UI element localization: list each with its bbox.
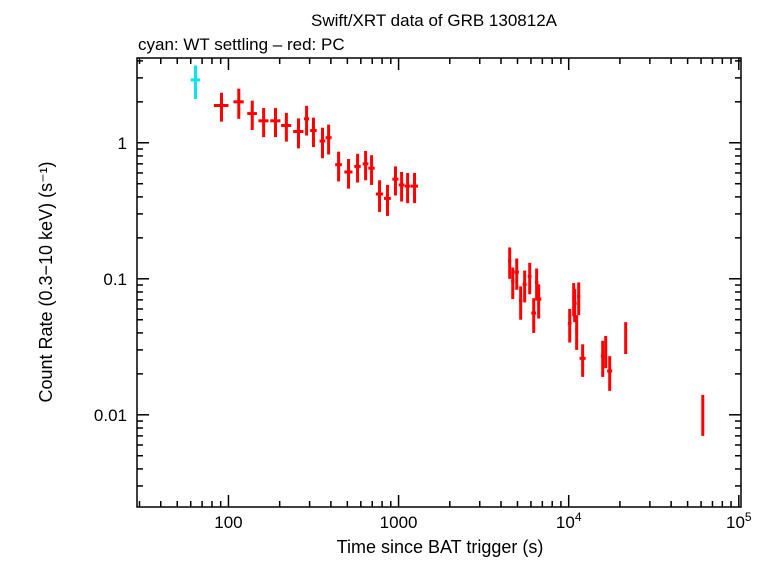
data-point [514, 258, 519, 290]
data-point [281, 112, 292, 142]
x-tick-label-exponent: 4 [575, 510, 582, 524]
data-point [362, 150, 369, 181]
data-point [258, 108, 269, 138]
data-point [534, 268, 539, 301]
y-tick-label: 0.01 [94, 406, 127, 425]
x-tick-label: 100 [214, 513, 242, 532]
x-tick-label-exponent: 5 [745, 510, 752, 524]
data-point [577, 282, 581, 316]
data-point [701, 394, 705, 436]
data-point [607, 356, 613, 391]
x-tick-label: 105 [726, 510, 752, 532]
x-tick-label: 104 [556, 510, 582, 532]
data-point [398, 171, 405, 202]
data-points [190, 65, 705, 436]
data-point [600, 340, 605, 377]
data-point [293, 118, 304, 149]
data-point [527, 262, 532, 295]
data-point [319, 127, 326, 159]
data-point [368, 155, 375, 185]
data-point [410, 172, 419, 204]
x-axis-label: Time since BAT trigger (s) [337, 537, 544, 557]
data-point [404, 172, 411, 204]
data-point [572, 289, 577, 323]
data-point [535, 284, 542, 319]
data-point [567, 308, 572, 343]
data-point [344, 158, 353, 189]
data-point [325, 124, 332, 155]
y-tick-label: 0.1 [103, 270, 127, 289]
x-tick-label-base: 10 [726, 513, 745, 532]
data-point [624, 322, 628, 354]
data-point [392, 166, 399, 196]
data-point [354, 153, 361, 183]
data-point [335, 151, 342, 182]
data-point [375, 180, 384, 212]
data-point [213, 92, 229, 122]
data-point [233, 88, 244, 119]
data-point [270, 108, 281, 138]
data-point [579, 344, 586, 377]
x-tick-label-base: 10 [556, 513, 575, 532]
data-point [522, 270, 527, 303]
data-point [247, 100, 257, 131]
y-tick-label: 1 [118, 134, 127, 153]
data-point [303, 105, 310, 136]
x-tick-label-base: 100 [214, 513, 242, 532]
data-point [604, 335, 608, 369]
data-point [190, 65, 200, 99]
data-point [531, 298, 537, 333]
data-point [508, 247, 512, 279]
data-point [384, 184, 391, 216]
data-point [575, 315, 579, 350]
data-point [518, 286, 523, 320]
data-point [310, 117, 317, 148]
y-axis-label: Count Rate (0.3−10 keV) (s⁻¹) [36, 161, 56, 402]
x-tick-label-base: 1000 [380, 513, 418, 532]
plot-frame [136, 57, 742, 508]
chart-title: Swift/XRT data of GRB 130812A [311, 11, 558, 30]
axis-ticks [137, 58, 741, 507]
chart-subtitle: cyan: WT settling – red: PC [138, 35, 345, 54]
data-point [511, 267, 515, 300]
x-tick-label: 1000 [380, 513, 418, 532]
